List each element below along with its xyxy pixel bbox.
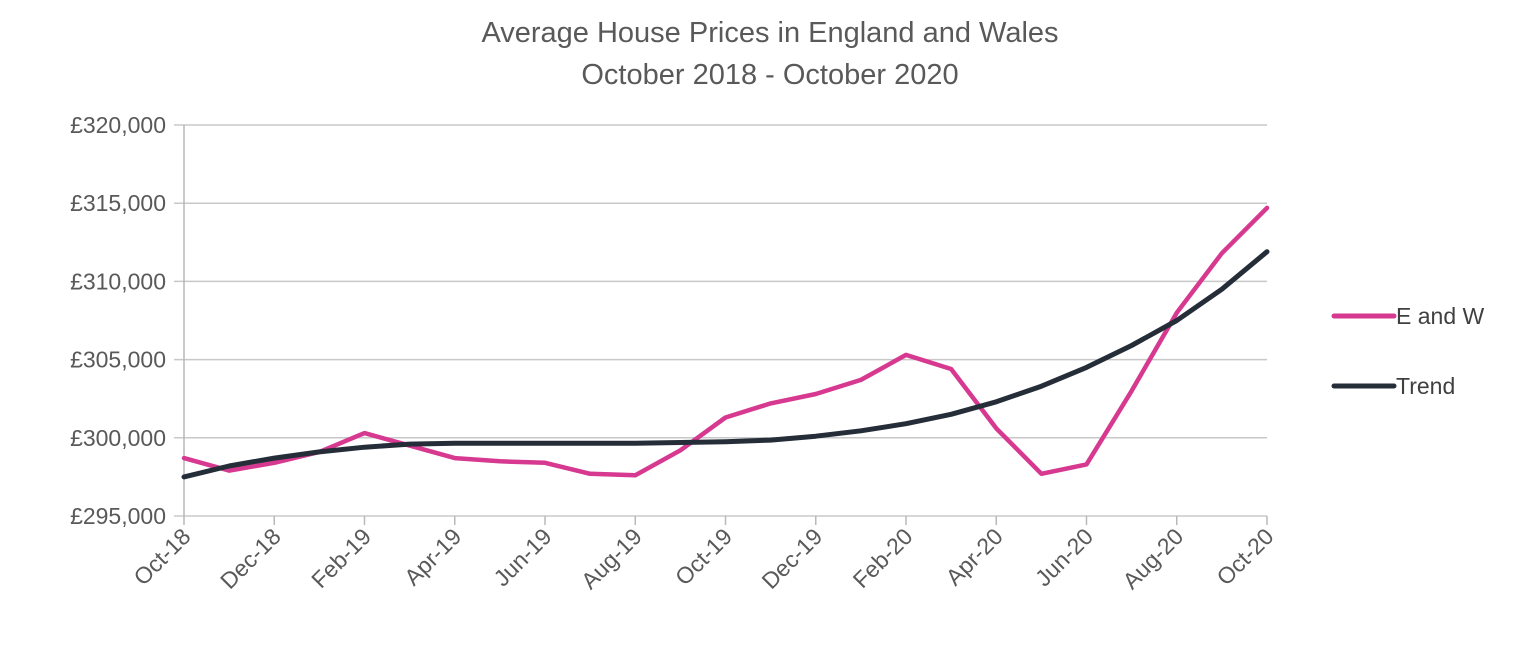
y-tick-label: £305,000 <box>70 347 166 373</box>
x-tick-label: Dec-19 <box>756 523 827 594</box>
x-tick-label: Oct-19 <box>670 523 737 590</box>
x-tick-label: Aug-20 <box>1117 523 1188 594</box>
x-axis: Oct-18 Dec-18 Feb-19 Apr-19 Jun-19 Aug-19 Oct-… <box>128 516 1279 594</box>
series-line-e-and-w <box>181 205 1270 478</box>
x-tick-label: Oct-20 <box>1211 523 1278 590</box>
y-axis: £295,000 £300,000 £305,000 £310,000 £315,000… <box>70 112 185 529</box>
y-tick-label: £295,000 <box>70 503 166 529</box>
x-tick-label: Dec-18 <box>215 523 286 594</box>
series-line-trend <box>181 249 1270 480</box>
x-tick-label: Jun-20 <box>1030 523 1098 591</box>
y-tick-label: £320,000 <box>70 112 166 138</box>
legend-label: E and W <box>1396 303 1484 329</box>
legend: E and W Trend <box>1331 303 1484 399</box>
x-tick-label: Apr-20 <box>941 523 1008 590</box>
series-lines <box>181 205 1270 480</box>
x-tick-label: Apr-19 <box>399 523 466 590</box>
x-tick-label: Oct-18 <box>128 523 195 590</box>
y-tick-label: £315,000 <box>70 190 166 216</box>
x-tick-label: Feb-20 <box>848 523 918 593</box>
y-tick-label: £310,000 <box>70 268 166 294</box>
x-tick-label: Feb-19 <box>306 523 376 593</box>
chart-subtitle: October 2018 - October 2020 <box>581 59 958 91</box>
y-tick-label: £300,000 <box>70 425 166 451</box>
gridlines <box>174 124 1267 517</box>
chart-title: Average House Prices in England and Wale… <box>481 17 1058 49</box>
x-tick-label: Aug-19 <box>576 523 647 594</box>
legend-label: Trend <box>1396 373 1455 399</box>
x-tick-label: Jun-19 <box>488 523 556 591</box>
